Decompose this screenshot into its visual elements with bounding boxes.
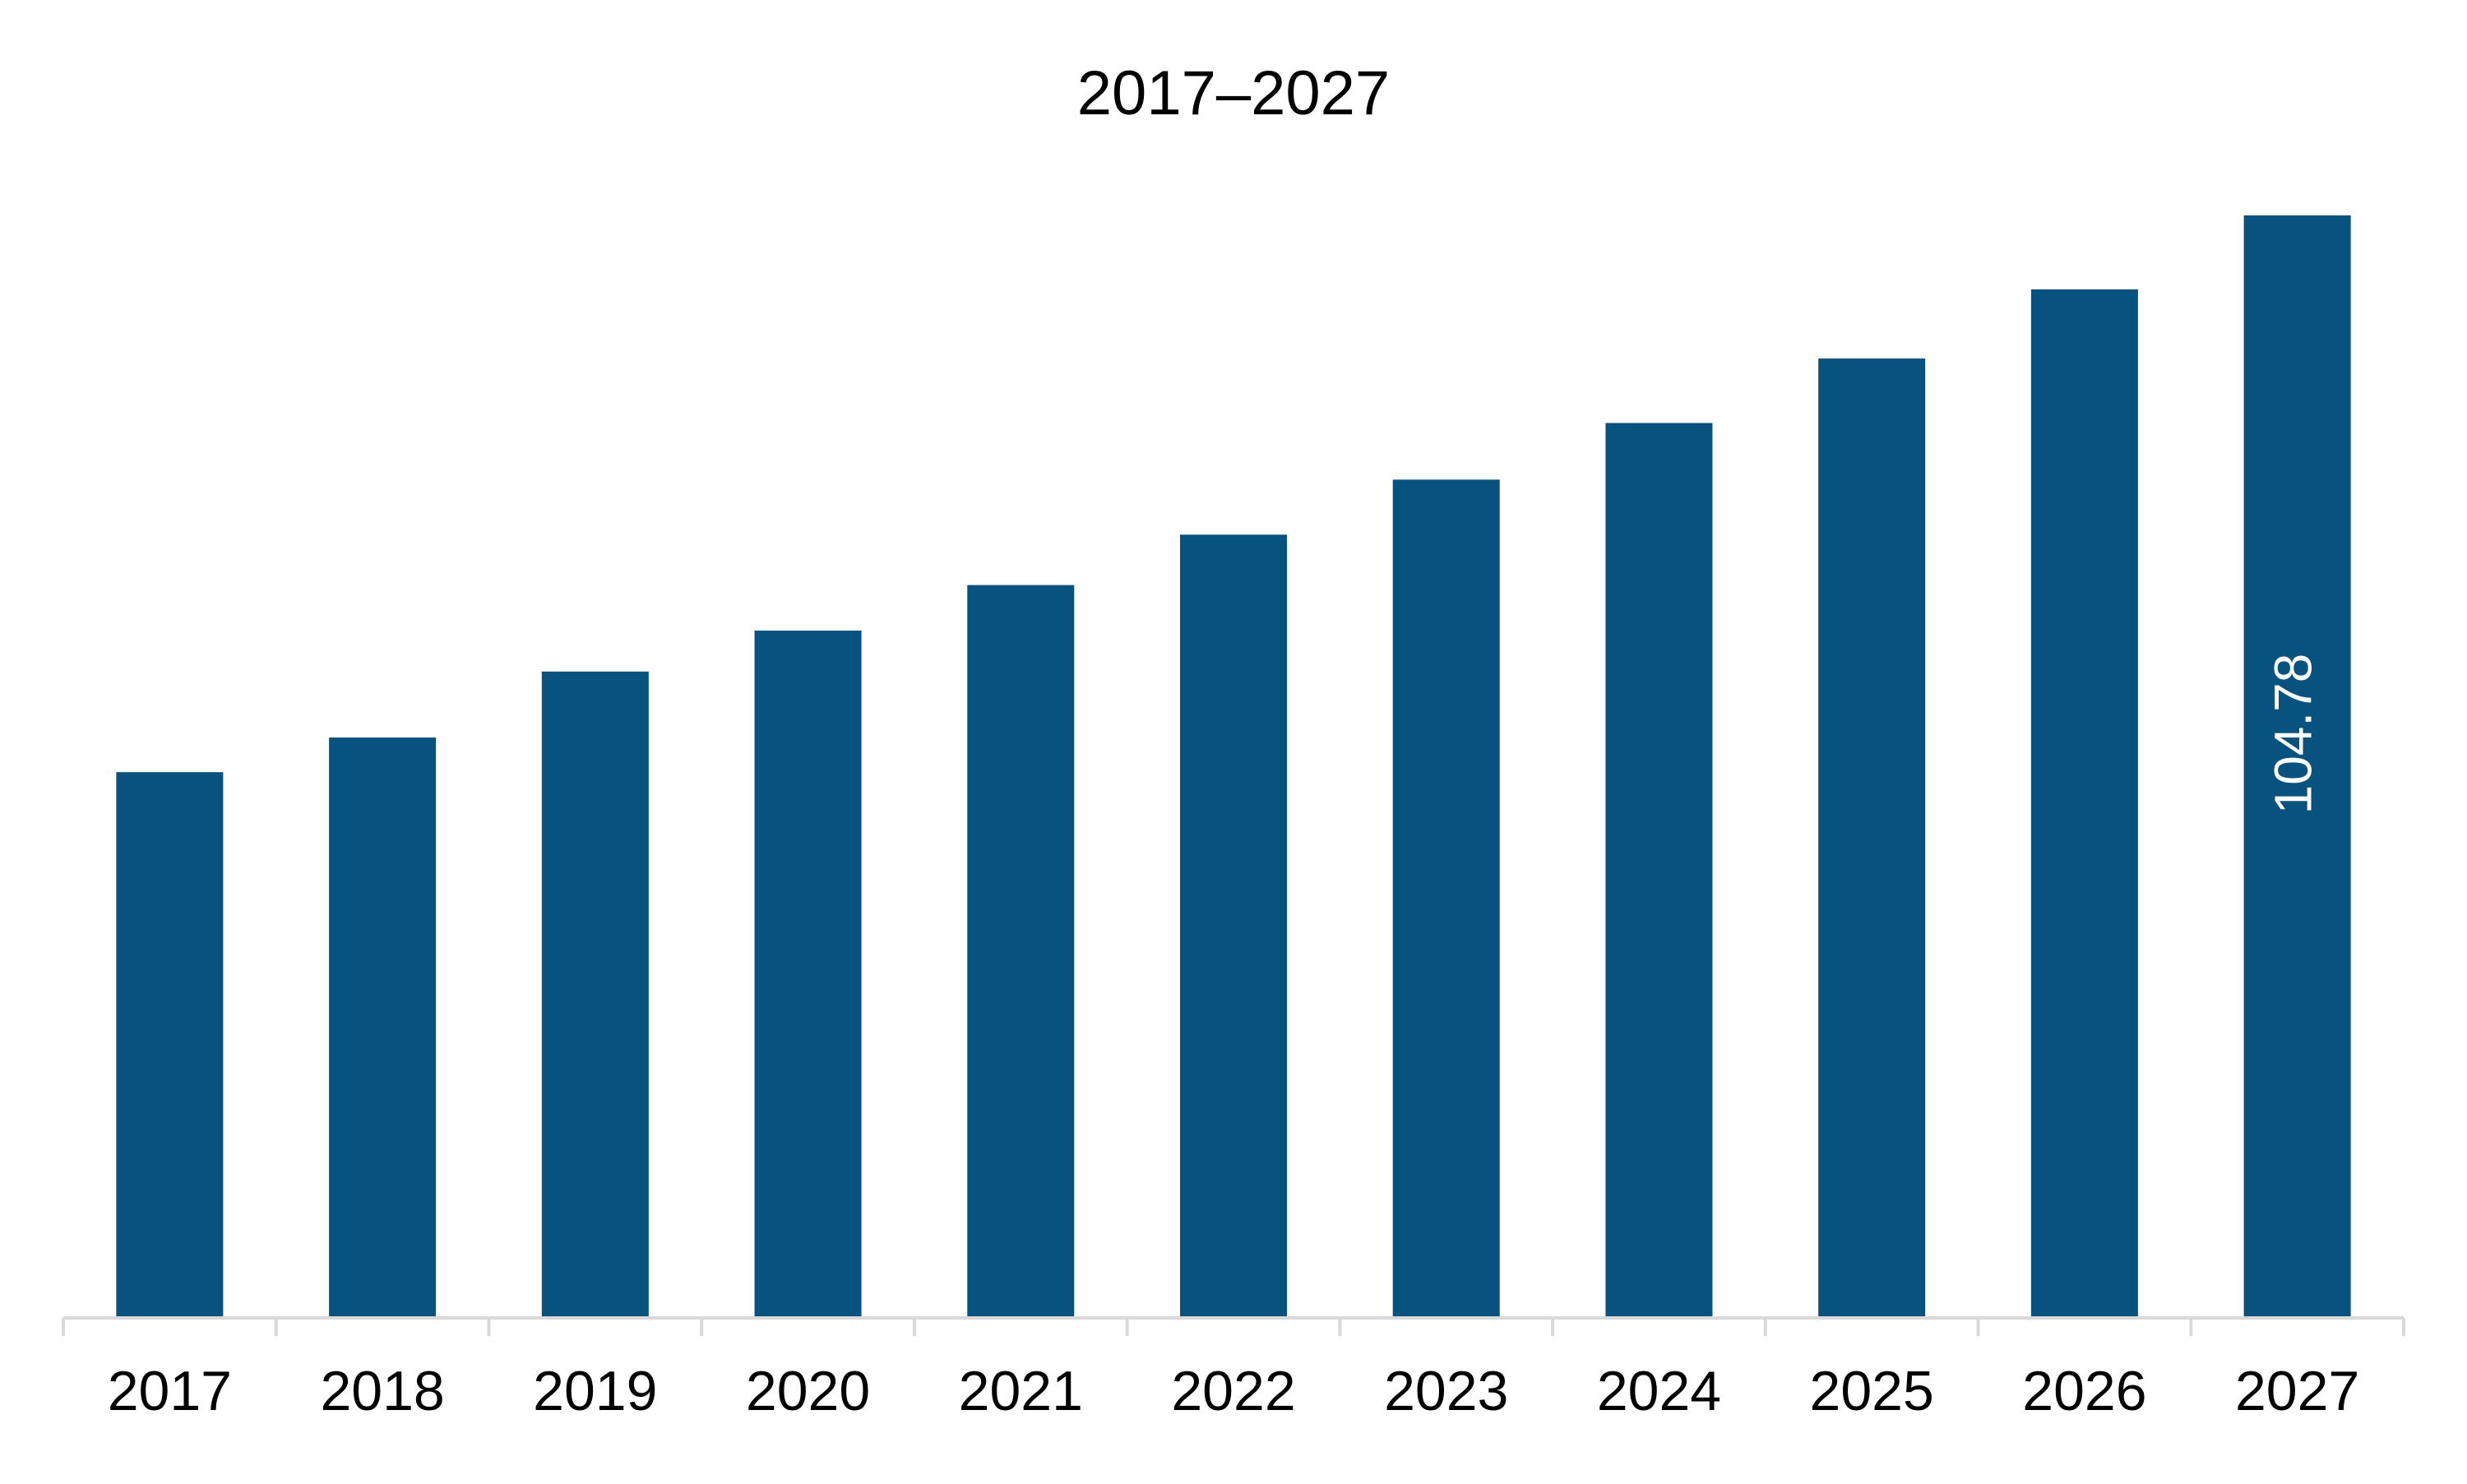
bar (2243, 215, 2351, 1318)
x-tick-label: 2027 (2235, 1360, 2359, 1422)
bar (1605, 423, 1713, 1319)
x-tick-label: 2023 (1384, 1360, 1508, 1422)
x-tick-label: 2026 (2022, 1360, 2146, 1422)
x-tick-label: 2022 (1171, 1360, 1295, 1422)
x-tick-label: 2020 (746, 1360, 870, 1422)
bar (967, 585, 1075, 1318)
bar (1818, 358, 1926, 1318)
x-tick-label: 2024 (1597, 1360, 1721, 1422)
x-tick-label: 2018 (320, 1360, 444, 1422)
bar (754, 631, 862, 1318)
bar (541, 671, 649, 1318)
bar (329, 737, 437, 1318)
bar (1180, 534, 1287, 1318)
x-tick-label: 2019 (533, 1360, 657, 1422)
x-tick-label: 2025 (1810, 1360, 1934, 1422)
bar (2030, 289, 2138, 1318)
x-tick-label: 2021 (959, 1360, 1083, 1422)
bar (116, 772, 224, 1318)
x-tick-label: 2017 (108, 1360, 232, 1422)
bar (1392, 479, 1500, 1318)
chart-title: 2017–2027 (1077, 58, 1390, 128)
value-label: 104.78 (2264, 654, 2323, 815)
